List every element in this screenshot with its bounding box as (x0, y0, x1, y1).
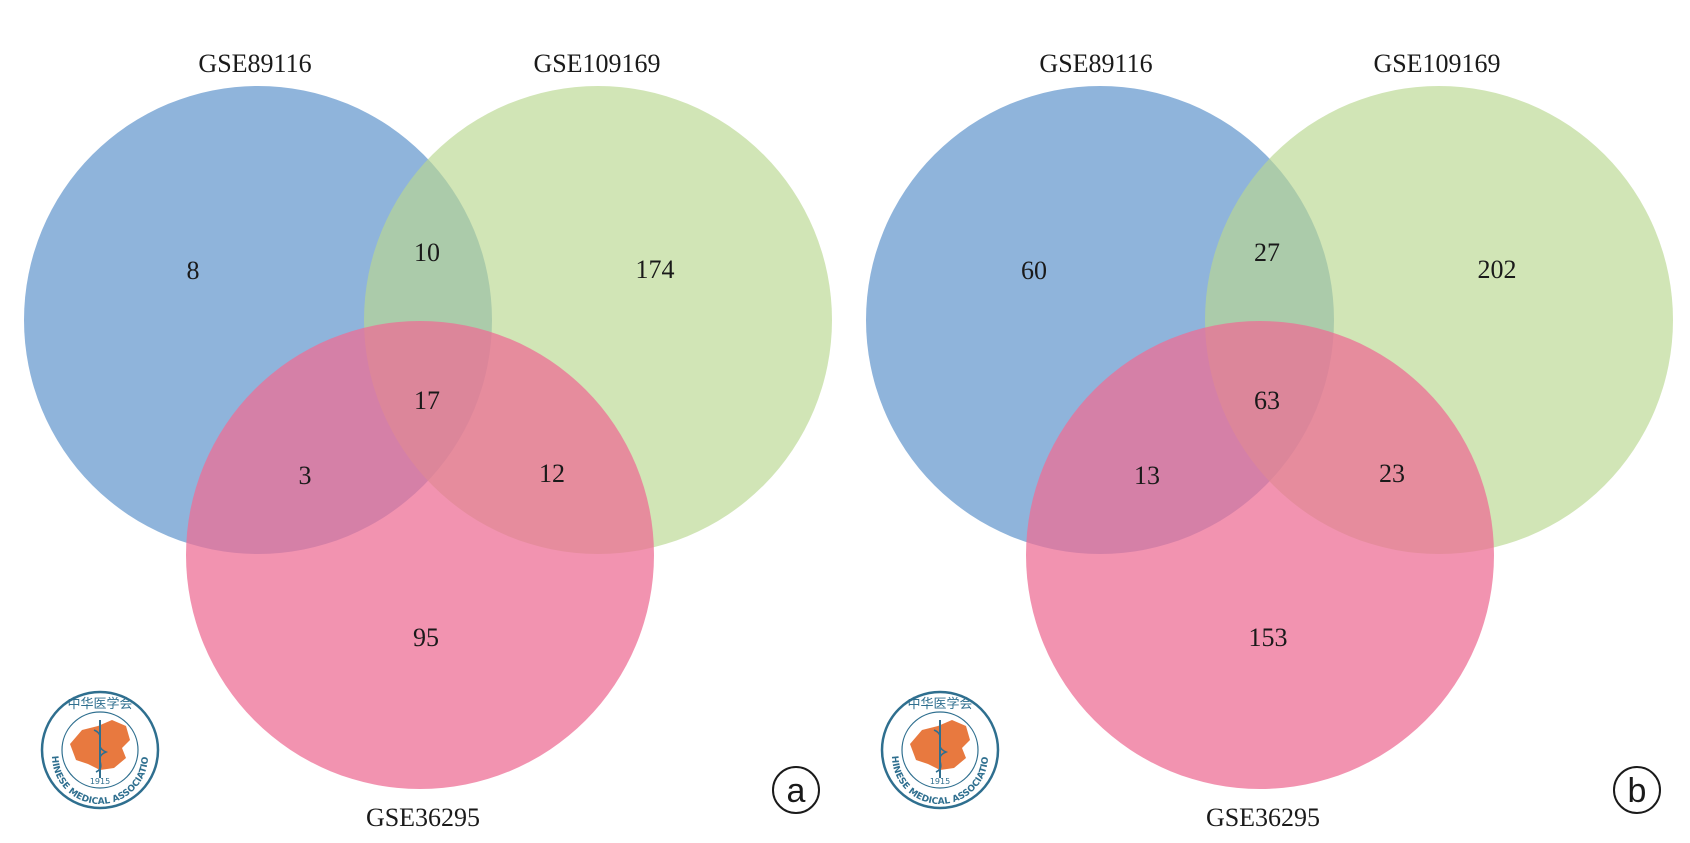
region-count-set2-set3: 12 (539, 459, 565, 488)
region-count-set2-only: 202 (1478, 255, 1517, 284)
region-count-set1-only: 8 (187, 256, 200, 285)
region-count-set1-set2: 27 (1254, 238, 1280, 267)
region-count-all-three: 63 (1254, 386, 1280, 415)
region-count-all-three: 17 (414, 386, 440, 415)
region-count-set2-only: 174 (636, 255, 675, 284)
panel-label-a: a (772, 766, 820, 814)
chinese-medical-association-logo: 中华医学会 1915 CHINESE MEDICAL ASSOCIATION (40, 690, 160, 810)
circle-set-3 (1026, 321, 1494, 789)
svg-text:1915: 1915 (90, 777, 110, 786)
svg-text:b: b (1628, 772, 1647, 810)
set-label-2: GSE109169 (1373, 49, 1500, 78)
set-label-1: GSE89116 (198, 49, 311, 78)
svg-text:中华医学会: 中华医学会 (907, 696, 972, 712)
venn-panel-b: GSE89116 GSE109169 GSE36295 60 27 202 63… (866, 49, 1673, 832)
svg-text:中华医学会: 中华医学会 (67, 696, 132, 712)
set-label-2: GSE109169 (533, 49, 660, 78)
set-label-3: GSE36295 (366, 803, 480, 832)
panel-label-b: b (1613, 766, 1661, 814)
set-label-1: GSE89116 (1039, 49, 1152, 78)
region-count-set1-set2: 10 (414, 238, 440, 267)
region-count-set2-set3: 23 (1379, 459, 1405, 488)
set-label-3: GSE36295 (1206, 803, 1320, 832)
svg-text:1915: 1915 (930, 777, 950, 786)
region-count-set1-set3: 13 (1134, 461, 1160, 490)
chinese-medical-association-logo: 中华医学会 1915 CHINESE MEDICAL ASSOCIATION (880, 690, 1000, 810)
region-count-set3-only: 153 (1249, 623, 1288, 652)
circle-set-3 (186, 321, 654, 789)
region-count-set1-only: 60 (1021, 256, 1047, 285)
svg-text:a: a (787, 772, 806, 810)
venn-panel-a: GSE89116 GSE109169 GSE36295 8 10 174 17 … (24, 49, 832, 832)
region-count-set1-set3: 3 (299, 461, 312, 490)
region-count-set3-only: 95 (413, 623, 439, 652)
